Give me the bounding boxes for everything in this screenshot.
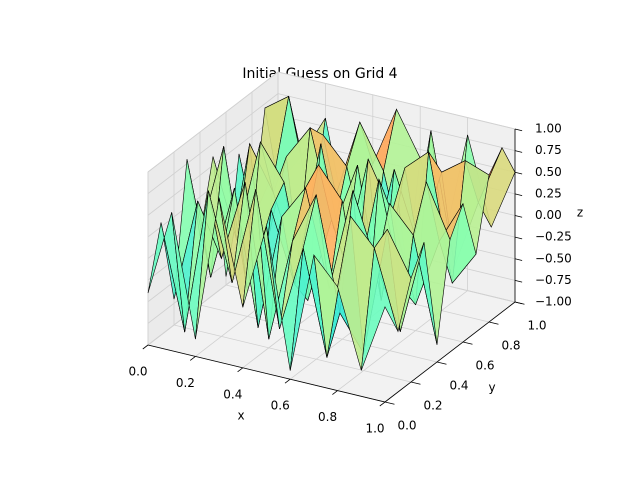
grid-line [199, 304, 438, 363]
z-tick-label: 0.25 [535, 186, 562, 200]
x-tick-label: 0.0 [128, 365, 147, 379]
z-tick-label: −0.75 [535, 273, 572, 287]
y-axis-label: y [488, 381, 495, 395]
x-tick [379, 401, 386, 407]
grid-line [147, 71, 279, 173]
x-tick-label: 0.8 [318, 410, 337, 424]
x-tick-label: 0.4 [223, 387, 242, 401]
x-tick-label: 0.6 [271, 399, 290, 413]
z-tick [514, 236, 523, 240]
y-tick-label: 0.8 [501, 339, 520, 353]
y-tick-label: 1.0 [527, 319, 546, 333]
z-tick [514, 258, 523, 261]
surface-patch [361, 247, 399, 371]
x-tick [189, 356, 196, 361]
x-tick-label: 1.0 [365, 422, 384, 436]
y-tick-label: 0.0 [397, 419, 416, 433]
y-tick [410, 381, 421, 385]
z-tick-label: −1.00 [535, 295, 572, 309]
y-tick [488, 321, 499, 325]
z-tick-label: 0.00 [535, 208, 562, 222]
x-tick-label: 0.2 [176, 376, 195, 390]
x-tick [284, 378, 291, 384]
y-tick [436, 361, 447, 365]
y-tick [384, 401, 395, 405]
grid-line [147, 93, 279, 194]
z-tick [514, 301, 523, 305]
x-tick [237, 367, 244, 373]
z-tick-label: −0.25 [535, 230, 572, 244]
z-tick-label: 0.50 [535, 165, 562, 179]
z-tick [514, 279, 523, 283]
y-tick [462, 341, 473, 345]
z-tick [514, 215, 523, 218]
z-tick-label: 1.00 [535, 122, 562, 136]
y-axis [384, 301, 516, 403]
z-tick [514, 193, 523, 196]
z-tick-label: −0.50 [535, 251, 572, 265]
chart-title: Initial Guess on Grid 4 [242, 66, 397, 82]
z-tick [514, 171, 523, 175]
x-axis [147, 344, 386, 403]
x-axis-label: x [237, 409, 244, 423]
grid-line [277, 71, 516, 130]
y-tick-label: 0.2 [423, 399, 442, 413]
z-tick [514, 128, 523, 132]
z-axis-label: z [577, 206, 583, 220]
z-tick [514, 150, 523, 153]
y-tick-label: 0.4 [449, 379, 468, 393]
x-tick [332, 390, 338, 395]
x-tick [142, 344, 149, 350]
y-tick-label: 0.6 [475, 359, 494, 373]
grid-line [337, 290, 468, 391]
z-tick-label: 0.75 [535, 143, 562, 157]
